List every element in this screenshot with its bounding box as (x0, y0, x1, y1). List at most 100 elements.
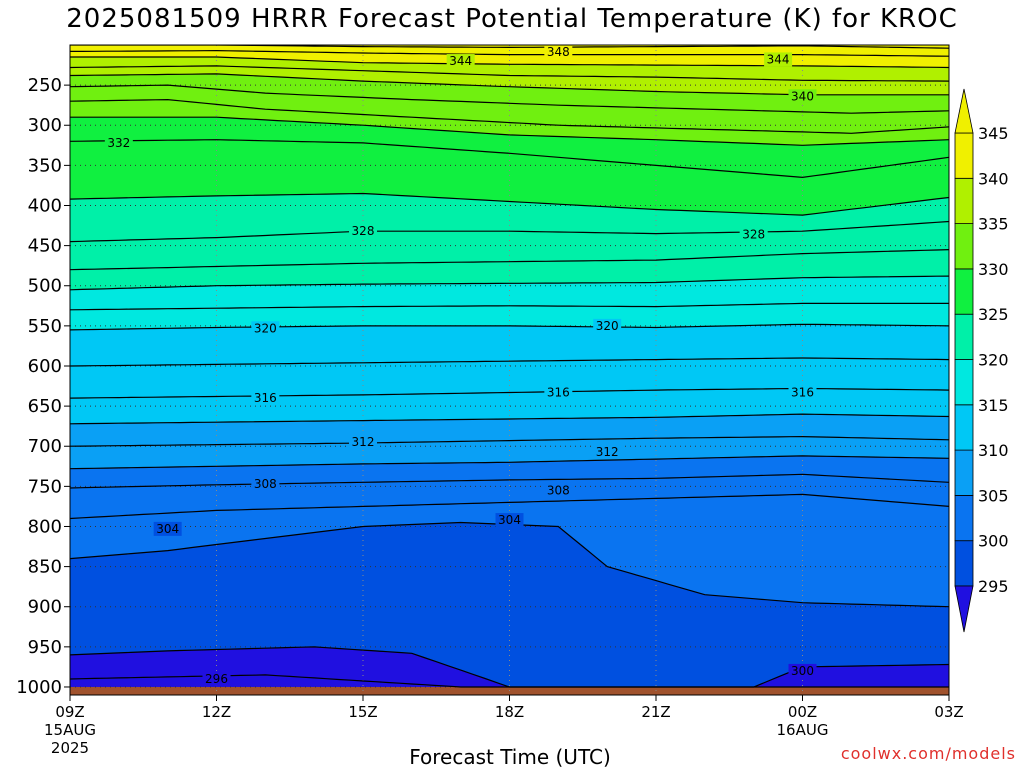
contour-label-7: 320 (254, 321, 277, 335)
contour-322 (70, 302, 949, 311)
y-tick-label-1000: 1000 (16, 677, 62, 698)
credit-link[interactable]: coolwx.com/models (840, 744, 1016, 763)
y-tick-label-400: 400 (28, 195, 62, 216)
colorbar-label-320: 320 (978, 351, 1009, 370)
colorbar-label-310: 310 (978, 441, 1009, 460)
chart-title: 2025081509 HRRR Forecast Potential Tempe… (66, 4, 958, 34)
contour-338 (70, 84, 949, 114)
contour-label-12: 312 (352, 435, 375, 449)
x-tick-label-12Z: 12Z (202, 703, 231, 721)
colorbar: 295 300 305 310 315 320 325 330 335 340 345 (954, 88, 1009, 633)
colorbar-label-325: 325 (978, 305, 1009, 324)
contour-310 (70, 455, 949, 470)
contour-344 (70, 56, 949, 69)
contour-label-bg-19 (788, 663, 817, 678)
contour-324 (70, 275, 949, 291)
contour-label-6: 328 (742, 227, 765, 241)
contour-348 (70, 45, 949, 49)
contour-label-bg-5 (349, 224, 377, 239)
contour-label-bg-2 (764, 52, 793, 67)
y-tick-label-850: 850 (28, 557, 62, 578)
contour-320 (70, 323, 949, 331)
x-tick-label-09Z: 09Z (55, 703, 84, 721)
contour-label-bg-17 (495, 513, 524, 528)
contour-label-14: 308 (254, 477, 277, 491)
colorbar-box-300 (954, 494, 974, 542)
contour-label-bg-16 (153, 521, 182, 536)
y-tick-label-500: 500 (28, 276, 62, 297)
colorbar-box-335 (954, 177, 974, 225)
y-tick-label-350: 350 (28, 155, 62, 176)
colorbar-box-340 (954, 132, 974, 179)
x-tick-date-09Z: 15AUG (44, 721, 96, 739)
colorbar-label-305: 305 (978, 486, 1009, 505)
colorbar-label-330: 330 (978, 260, 1009, 279)
contour-label-11: 316 (791, 385, 814, 399)
y-tick-label-900: 900 (28, 597, 62, 618)
contour-334 (70, 116, 949, 146)
contour-label-bg-11 (788, 385, 817, 400)
y-tick-label-750: 750 (28, 476, 62, 497)
contour-label-bg-10 (544, 385, 573, 400)
contour-308 (70, 473, 949, 489)
contour-label-3: 340 (791, 89, 814, 103)
x-tick-label-03Z: 03Z (934, 703, 963, 721)
contour-332 (70, 139, 949, 179)
x-tick-label-21Z: 21Z (641, 703, 670, 721)
y-tick-label-700: 700 (28, 436, 62, 457)
y-tick-label-300: 300 (28, 115, 62, 136)
x-tick-label-18Z: 18Z (495, 703, 524, 721)
contour-lines (70, 45, 949, 688)
contour-label-bg-1 (446, 54, 475, 69)
contour-label-bg-14 (251, 476, 280, 491)
contour-label-bg-8 (593, 318, 622, 333)
contour-label-19: 300 (791, 664, 814, 678)
contour-label-2: 344 (767, 52, 790, 66)
colorbar-label-315: 315 (978, 396, 1009, 415)
colorbar-label-345: 345 (978, 124, 1009, 143)
y-tick-label-800: 800 (28, 516, 62, 537)
contour-342 (70, 65, 949, 82)
contour-label-16: 304 (156, 522, 179, 536)
colorbar-box-295 (954, 540, 974, 587)
contour-label-bg-6 (739, 227, 768, 242)
contour-label-8: 320 (596, 319, 619, 333)
contour-label-9: 316 (254, 391, 277, 405)
contour-label-18: 296 (205, 672, 228, 686)
contour-label-bg-18 (202, 671, 231, 686)
contour-312 (70, 435, 949, 447)
y-tick-label-950: 950 (28, 637, 62, 658)
contour-318 (70, 357, 949, 367)
contour-label-1: 344 (449, 54, 472, 68)
contour-306 (70, 493, 949, 520)
colorbar-label-340: 340 (978, 169, 1009, 188)
contour-label-5: 328 (352, 224, 375, 238)
contour-label-bg-7 (251, 321, 280, 336)
contour-326 (70, 249, 949, 271)
contour-336 (70, 98, 949, 134)
colorbar-box-330 (954, 223, 974, 270)
contour-label-10: 316 (547, 385, 570, 399)
contour-label-bg-12 (349, 435, 377, 450)
colorbar-top-arrow (954, 88, 974, 134)
colorbar-box-305 (954, 449, 974, 496)
contour-label-15: 308 (547, 483, 570, 497)
colorbar-box-320 (954, 313, 974, 360)
x-tick-label-00Z: 00Z (788, 703, 817, 721)
y-tick-label-650: 650 (28, 396, 62, 417)
contour-328 (70, 220, 949, 243)
contour-346 (70, 49, 949, 57)
y-tick-label-600: 600 (28, 356, 62, 377)
contour-label-bg-13 (593, 444, 622, 459)
contour-label-17: 304 (498, 513, 521, 527)
x-tick-date-00Z: 16AUG (777, 721, 829, 739)
contour-label-13: 312 (596, 445, 619, 459)
contour-label-bg-0 (544, 45, 573, 60)
contour-330 (70, 192, 949, 216)
y-tick-label-450: 450 (28, 236, 62, 257)
colorbar-bottom-arrow (954, 585, 974, 633)
contour-314 (70, 413, 949, 425)
contour-labels: 348 344 344 340 332 328 328 320 320 316 316 316 312 3… (104, 45, 817, 686)
